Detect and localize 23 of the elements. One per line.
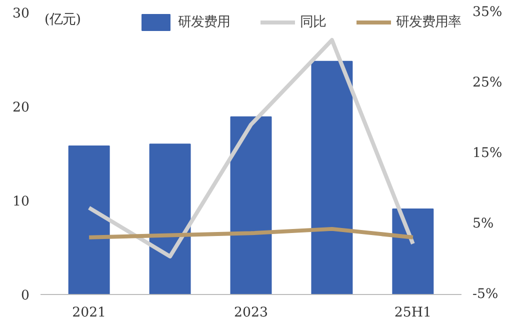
y-tick-label: 20 <box>12 100 30 116</box>
legend-label: 研发费用率 <box>396 14 461 31</box>
x-tick-label: 2021 <box>72 306 106 320</box>
bar <box>230 116 272 294</box>
annotation: (亿元) <box>44 12 81 28</box>
bar <box>311 60 353 294</box>
legend-label: 研发费用 <box>178 14 230 31</box>
y2-tick-label: 15% <box>472 146 502 161</box>
y-tick-label: 30 <box>12 6 30 22</box>
bar <box>149 144 191 294</box>
y2-tick-label: 35% <box>472 5 502 20</box>
y2-tick-label: 5% <box>472 216 494 232</box>
x-tick-label: 2023 <box>234 306 268 320</box>
y2-tick-label: -5% <box>472 287 498 302</box>
y-tick-label: 10 <box>12 194 30 210</box>
bar <box>68 145 110 294</box>
bar <box>392 208 434 294</box>
line-series <box>87 226 415 240</box>
y-tick-label: 0 <box>21 288 30 304</box>
legend-label: 同比 <box>300 14 326 31</box>
line-series <box>87 38 415 258</box>
x-tick-label: 25H1 <box>394 306 432 320</box>
y2-tick-label: 25% <box>472 76 502 90</box>
